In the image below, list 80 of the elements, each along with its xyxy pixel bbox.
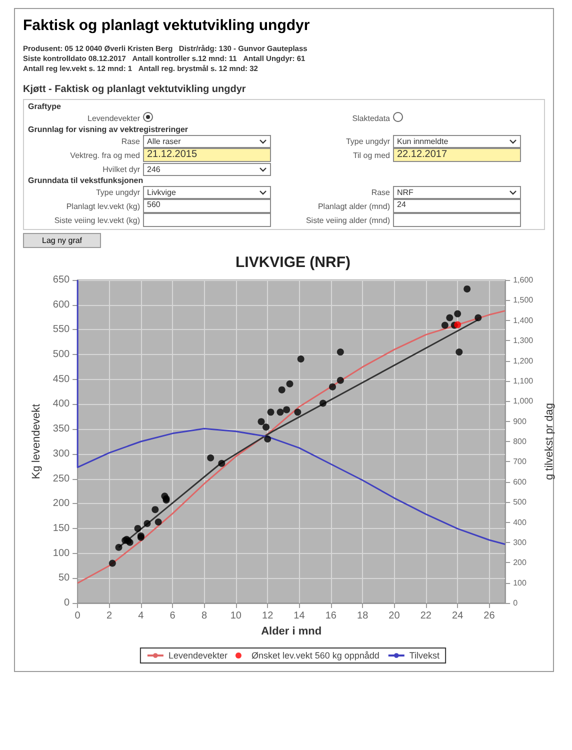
y-tick-label: 50 — [58, 572, 70, 584]
text: Hvilket dyr — [102, 164, 141, 174]
x-tick-label: 2 — [106, 610, 112, 622]
x-tick-label: 10 — [230, 610, 242, 622]
y2-tick-label: 1,600 — [513, 276, 534, 284]
y2-tick-label: 0 — [513, 598, 518, 608]
text: Levendevekter — [86, 114, 141, 122]
y2-tick-label: 100 — [513, 578, 527, 588]
text: Vektreg. fra og med — [69, 150, 141, 160]
chart-title: Faktisk og planlagt vektutvikling ungdyr — [23, 17, 311, 34]
text: Til og med — [352, 150, 391, 160]
y2-tick-label: 600 — [513, 477, 527, 486]
text: Rase — [370, 188, 391, 196]
x-tick-label: 14 — [294, 610, 306, 622]
dropdown-field: Livkvige — [143, 186, 271, 198]
x-tick-label: 4 — [138, 610, 144, 622]
text-field: 560 — [143, 199, 271, 213]
x-tick-label: 6 — [170, 610, 176, 622]
y-tick-label: 400 — [52, 398, 70, 410]
y2-tick-label: 1,200 — [513, 356, 534, 366]
y2-tick-label: 500 — [513, 498, 527, 507]
y2-tick-label: 1,100 — [513, 376, 534, 386]
text: Planlagt alder (mnd) — [316, 202, 391, 210]
x-tick-label: 8 — [201, 610, 208, 622]
x-tick-label: 26 — [484, 610, 496, 622]
dropdown-field: 246 — [143, 162, 271, 176]
text: Type ungdyr — [344, 136, 391, 146]
text-field: 24 — [393, 199, 521, 213]
y-axis-title: Kg levendevekt — [30, 404, 42, 480]
text: Grunndata til vekstfunksjonen — [28, 176, 144, 185]
y-tick-label: 600 — [52, 299, 70, 310]
y2-tick-label: 200 — [513, 558, 527, 568]
text-field: 21.12.2015 — [143, 148, 271, 162]
y2-tick-label: 400 — [513, 518, 527, 527]
legend-label: Tilvekst — [409, 650, 440, 660]
y2-tick-label: 300 — [513, 538, 527, 547]
y2-tick-label: 1,400 — [513, 316, 534, 325]
x-tick-label: 16 — [325, 610, 337, 622]
y2-axis-title: g tilvekst pr dag — [544, 402, 556, 480]
text: Type ungdyr — [94, 188, 141, 196]
x-tick-label: 18 — [357, 610, 369, 622]
y-tick-label: 450 — [52, 374, 70, 385]
x-tick-label: 12 — [262, 610, 274, 622]
y-tick-label: 200 — [52, 498, 70, 510]
y-tick-label: 650 — [52, 274, 70, 286]
legend-label: Ønsket lev.vekt 560 kg oppnådd — [251, 650, 380, 660]
y2-tick-label: 1,300 — [513, 336, 534, 346]
x-tick-label: 0 — [74, 610, 81, 622]
text: Graftype — [28, 102, 62, 111]
text: Siste veiing lev.vekt (kg) — [53, 216, 141, 224]
y-tick-label: 250 — [52, 473, 70, 484]
x-tick-label: 22 — [420, 610, 432, 622]
legend-label: Levendevekter — [168, 650, 228, 660]
text: Rase — [120, 136, 141, 146]
x-tick-label: 24 — [452, 610, 464, 622]
button: Lag ny graf — [23, 233, 102, 248]
text: Siste veiing alder (mnd) — [304, 216, 391, 224]
y2-tick-label: 900 — [513, 416, 527, 426]
x-tick-label: 20 — [388, 610, 400, 622]
y-tick-label: 500 — [52, 349, 70, 360]
y-tick-label: 0 — [64, 598, 70, 608]
y-tick-label: 350 — [52, 424, 70, 435]
text: Planlagt lev.vekt (kg) — [65, 202, 141, 210]
y2-tick-label: 700 — [513, 457, 527, 466]
dropdown-field: Kun innmeldte — [393, 134, 521, 148]
text: Grunnlag for visning av vektregistreringer — [28, 125, 190, 134]
y2-tick-label: 1,000 — [513, 396, 534, 406]
y-tick-label: 100 — [52, 548, 70, 559]
text: Slaktedata — [351, 114, 391, 122]
y-tick-label: 550 — [52, 324, 70, 336]
dropdown-field: NRF — [393, 186, 521, 198]
y2-tick-label: 1,500 — [513, 296, 534, 305]
dropdown-field: Alle raser — [143, 134, 271, 148]
text: Kjøtt - Faktisk og planlagt vektutvikling ungdyr — [23, 84, 247, 95]
y-tick-label: 150 — [52, 522, 70, 534]
text-field: 22.12.2017 — [393, 148, 521, 162]
x-axis-title: Alder i mnd — [261, 625, 322, 638]
y2-tick-label: 800 — [513, 437, 527, 446]
y-tick-label: 300 — [52, 448, 70, 460]
chart-subtitle: LIVKVIGE (NRF) — [236, 254, 350, 271]
